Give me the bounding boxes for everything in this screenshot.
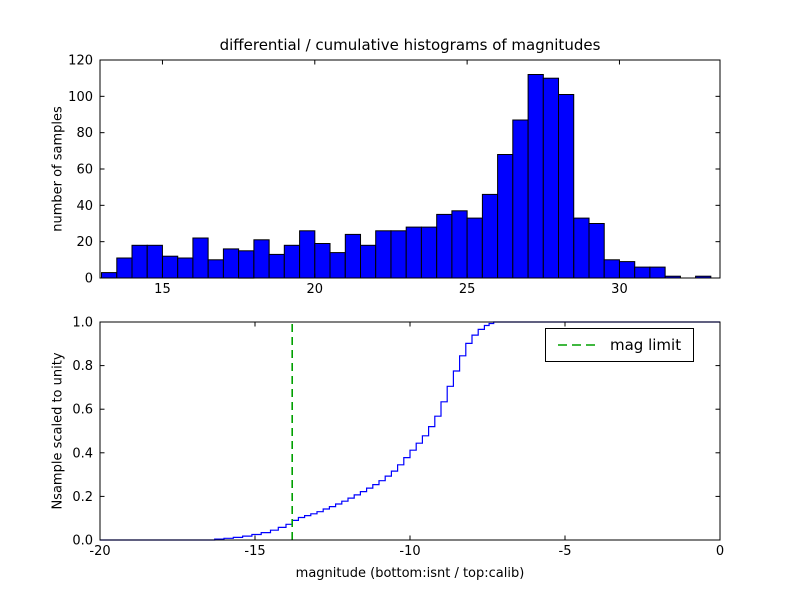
histogram-bar — [314, 243, 331, 279]
histogram-bar — [299, 230, 316, 279]
histogram-bar — [344, 233, 362, 279]
histogram-bar — [207, 259, 224, 279]
histogram-bar — [497, 154, 514, 279]
histogram-bar — [283, 244, 301, 279]
y-tick-label: 60 — [76, 163, 93, 178]
histogram-bar — [222, 248, 240, 279]
x-tick-label: -20 — [89, 544, 110, 559]
x-tick-label: -5 — [559, 544, 572, 559]
histogram-bar — [101, 272, 118, 279]
top-ylabel: number of samples — [50, 106, 66, 232]
y-tick-label: 0.2 — [72, 490, 93, 505]
histogram-bar — [588, 223, 605, 279]
histogram-bar — [238, 250, 255, 279]
histogram-bar — [390, 230, 407, 279]
y-tick-label: 20 — [76, 235, 93, 250]
bottom-xlabel: magnitude (bottom:isnt / top:calib) — [295, 566, 525, 581]
cumulative-line — [100, 321, 720, 541]
bottom-ylabel: Nsample scaled to unity — [50, 352, 66, 510]
y-tick-label: 120 — [68, 54, 93, 69]
histogram-bar — [420, 226, 438, 279]
histogram-bar — [146, 244, 163, 279]
legend: mag limit — [545, 328, 695, 362]
x-tick-label: -15 — [244, 544, 265, 559]
axes-frame — [99, 59, 721, 279]
histogram-bar — [527, 74, 544, 279]
histogram-bar — [619, 261, 636, 279]
histogram-bar — [360, 244, 377, 279]
histogram-bar — [405, 226, 422, 279]
x-tick-label: 0 — [716, 544, 724, 559]
histogram-bar — [436, 213, 453, 279]
x-tick-label: 30 — [611, 282, 628, 297]
histogram-bar — [116, 257, 133, 279]
legend-label: mag limit — [610, 336, 682, 354]
legend-dashed-line-icon — [558, 344, 598, 346]
y-tick-label: 0.6 — [72, 403, 93, 418]
axes-frame — [99, 321, 721, 541]
y-tick-label: 0 — [85, 272, 93, 287]
histogram-bar — [603, 259, 620, 279]
x-tick-label: 20 — [307, 282, 324, 297]
histogram-bar — [162, 255, 179, 279]
histogram-bar — [573, 217, 590, 279]
top-axes: 15 20 25 30 0 20 40 60 80 100 120 — [68, 54, 721, 297]
histogram-bar — [192, 237, 209, 279]
y-tick-label: 40 — [76, 199, 93, 214]
y-tick-label: 0.8 — [72, 359, 93, 374]
y-tick-label: 1.0 — [72, 316, 93, 331]
histogram-bar — [649, 266, 666, 279]
figure-title: differential / cumulative histograms of … — [219, 36, 601, 54]
x-tick-label: 15 — [154, 282, 171, 297]
histogram-bar — [177, 257, 194, 279]
y-tick-label: 80 — [76, 126, 93, 141]
x-tick-label: 25 — [459, 282, 476, 297]
bottom-axes: -20 -15 -10 -5 0 0.0 0.2 0.4 0.6 0.8 1.0 — [72, 316, 724, 560]
y-tick-label: 100 — [68, 90, 93, 105]
y-tick-label: 0.0 — [72, 534, 93, 549]
histogram-bar — [512, 119, 529, 279]
histogram-bar — [542, 77, 560, 279]
histogram-bar — [253, 239, 270, 279]
histogram-bar — [131, 244, 148, 279]
histogram-bar — [558, 94, 575, 279]
histogram-bar — [481, 193, 499, 279]
histogram-bar — [329, 252, 346, 279]
y-tick-label: 0.4 — [72, 446, 93, 461]
x-tick-label: -10 — [399, 544, 420, 559]
histogram-bar — [466, 217, 483, 279]
histogram-bar — [268, 253, 285, 279]
histogram-bar — [375, 230, 392, 279]
histogram-bar — [451, 210, 468, 279]
histogram-bar — [634, 266, 651, 279]
